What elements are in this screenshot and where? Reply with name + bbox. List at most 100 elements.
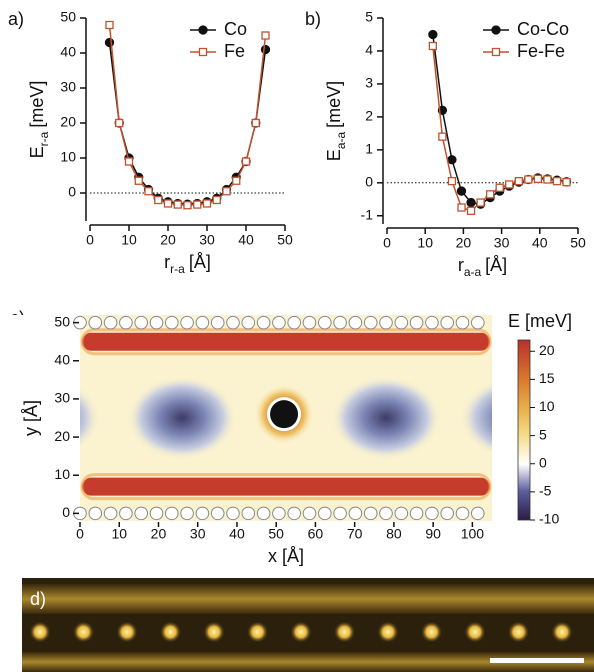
substrate-atom [135,507,148,520]
x-tick-label: 80 [386,526,402,542]
substrate-atom [303,507,316,520]
legend-marker [199,26,207,34]
point [262,46,270,54]
point [544,176,551,183]
panel-label: d) [30,589,46,609]
x-tick-label: 50 [277,232,293,248]
colorbar-tick-label: -5 [539,483,552,499]
x-tick-label: 50 [268,526,284,542]
point [213,197,220,204]
x-tick-label: 30 [199,232,215,248]
point [467,199,475,207]
point [145,188,152,195]
energy-well [127,376,237,460]
substrate-atom [196,316,209,329]
point [458,204,465,211]
y-tick-label: 0 [68,184,76,200]
substrate-atom [150,316,163,329]
point [204,200,211,207]
axis-unit: [meV] [324,81,344,128]
substrate-atom [410,316,423,329]
y-tick-label: 1 [365,141,373,157]
colorbar-title: E [meV] [508,311,572,331]
x-tick-label: 40 [229,526,245,542]
x-tick-label: 40 [238,232,254,248]
colorbar-tick-label: 5 [539,426,547,442]
x-tick-label: 90 [425,526,441,542]
substrate-atom [104,316,117,329]
point [184,202,191,209]
energy-well [331,376,441,460]
substrate-atom [410,507,423,520]
axis-symbol: E [27,146,47,158]
stm-image [22,578,594,672]
atom-dot [247,621,269,643]
panel-label: b) [305,9,321,29]
substrate-atom [456,316,469,329]
x-tick-label: 70 [347,526,363,542]
point [126,158,133,165]
point [525,176,532,183]
substrate-atom [89,507,102,520]
substrate-atom [349,507,362,520]
band-bottom [82,478,490,496]
axis-unit: [meV] [27,81,47,128]
point [457,187,465,195]
axis-title: Er-a[meV] [27,81,51,159]
y-tick-label: 4 [365,42,373,58]
substrate-atom [166,316,179,329]
atom-dot [508,621,530,643]
point [233,177,240,184]
panel-label: a) [8,9,24,29]
substrate-atom [441,507,454,520]
substrate-atom [181,316,194,329]
x-tick-label: 20 [151,526,167,542]
substrate-atom [426,316,439,329]
atom-dot [421,621,443,643]
atom-dot [377,621,399,643]
atom-dot [29,621,51,643]
atom-dot [160,621,182,643]
y-tick-label: 40 [54,351,70,367]
x-tick-label: 0 [383,235,391,251]
atom-dot [464,621,486,643]
substrate-atom [441,316,454,329]
x-tick-label: 10 [111,526,127,542]
substrate-atom [227,507,240,520]
point [563,179,570,186]
legend-marker [493,49,500,56]
legend-label: Co [224,19,247,39]
point [429,43,436,50]
point [468,207,475,214]
point [439,133,446,140]
substrate-atom [196,507,209,520]
figure: d) a)0102030405001020304050rr-a[Å]Er-a[m… [0,0,594,672]
substrate-atom [395,316,408,329]
axis-unit: [Å] [485,255,507,275]
substrate-atom [472,316,485,329]
legend-label: Fe [224,41,245,61]
y-tick-label: 20 [60,114,76,130]
substrate-atom [364,316,377,329]
x-axis-title: x [Å] [268,546,304,566]
point [223,188,230,195]
point [477,199,484,206]
axis-title: Ea-a[meV] [324,81,348,161]
axis-title: ra-a[Å] [458,255,507,279]
substrate-atom [364,507,377,520]
axis-unit: [Å] [189,252,211,272]
colorbar-tick-label: 0 [539,454,547,470]
band-top [82,333,490,351]
colorbar-tick-label: 20 [539,342,555,358]
atom-dot [551,621,573,643]
point [448,178,455,185]
substrate-atom [89,316,102,329]
series-line [110,43,266,205]
colorbar-tick-label: 10 [539,398,555,414]
substrate-atom [166,507,179,520]
point [106,39,114,47]
y-tick-label: 50 [54,313,70,329]
point [165,200,172,207]
substrate-atom [120,316,133,329]
legend-marker [200,49,207,56]
